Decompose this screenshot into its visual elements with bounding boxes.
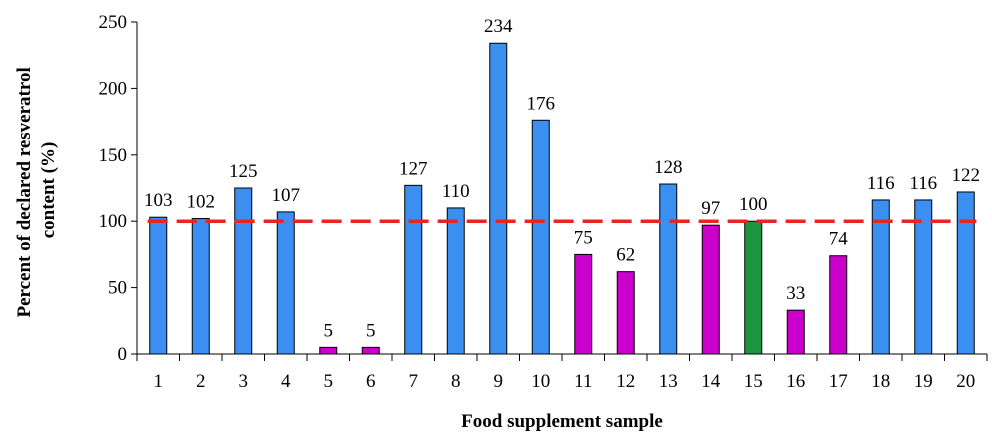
data-label: 234	[484, 16, 513, 37]
y-axis-title-line-1: Percent of declared resveratrol	[14, 67, 35, 317]
bar	[446, 207, 465, 355]
data-label: 74	[829, 229, 849, 250]
x-tick-label: 9	[494, 371, 504, 392]
bar	[404, 184, 423, 355]
y-tick-label: 0	[118, 344, 128, 365]
y-tick-label: 250	[99, 12, 128, 33]
x-tick-label: 19	[914, 371, 933, 392]
y-axis-title: Percent of declared resveratrol content …	[14, 63, 59, 318]
y-axis-title-line-2: content (%)	[38, 142, 59, 239]
data-label: 116	[909, 173, 937, 194]
bar	[574, 253, 593, 355]
x-tick-label: 8	[451, 371, 461, 392]
x-tick-label: 6	[366, 371, 376, 392]
bar	[149, 216, 168, 355]
data-label: 110	[442, 181, 470, 202]
data-label: 122	[952, 165, 981, 186]
bar	[701, 224, 720, 355]
bar	[616, 271, 635, 355]
x-tick-label: 16	[786, 371, 805, 392]
y-tick-label: 100	[99, 211, 128, 232]
bar	[361, 346, 380, 355]
x-tick-label: 15	[744, 371, 763, 392]
x-tick-label: 5	[324, 371, 334, 392]
data-label: 5	[324, 320, 334, 341]
data-label: 116	[867, 173, 895, 194]
data-label: 5	[366, 320, 376, 341]
bar	[914, 199, 933, 355]
data-labels: 103 102 125 107 5 5 127 110 234 176 75 62 128 97 100 33…	[144, 16, 980, 341]
bar	[191, 218, 210, 355]
bar	[489, 42, 508, 355]
data-label: 107	[272, 185, 301, 206]
x-tick-label: 2	[196, 371, 206, 392]
data-label: 127	[399, 158, 428, 179]
x-tick-label: 14	[701, 371, 721, 392]
x-tick-label: 12	[616, 371, 635, 392]
data-label: 33	[786, 283, 805, 304]
x-tick-label: 20	[956, 371, 975, 392]
x-tick-label: 18	[871, 371, 890, 392]
bar	[659, 183, 678, 355]
x-tick-label: 3	[239, 371, 249, 392]
x-tick-label: 4	[281, 371, 291, 392]
bar	[234, 187, 253, 355]
bar	[786, 309, 805, 355]
bar	[319, 346, 338, 355]
data-label: 102	[187, 192, 216, 213]
x-tick-label: 7	[409, 371, 419, 392]
data-label: 97	[701, 198, 720, 219]
x-tick-label: 11	[574, 371, 592, 392]
x-tick-label: 17	[829, 371, 848, 392]
data-label: 100	[739, 194, 768, 215]
data-label: 125	[229, 161, 258, 182]
bar	[829, 255, 848, 355]
bar	[871, 199, 890, 355]
bar	[531, 119, 550, 355]
x-axis-title: Food supplement sample	[461, 411, 663, 432]
data-label: 176	[527, 93, 556, 114]
y-tick-label: 200	[99, 78, 128, 99]
bar	[744, 220, 763, 355]
data-label: 75	[574, 227, 593, 248]
bar	[956, 191, 975, 355]
bar	[276, 211, 295, 355]
y-tick-label: 150	[99, 145, 128, 166]
bars	[149, 42, 975, 355]
y-tick-label: 50	[108, 278, 127, 299]
x-tick-label: 13	[659, 371, 678, 392]
data-label: 103	[144, 190, 173, 211]
x-tick-label: 1	[154, 371, 164, 392]
data-label: 128	[654, 157, 683, 178]
x-tick-label: 10	[531, 371, 550, 392]
data-label: 62	[616, 245, 635, 266]
